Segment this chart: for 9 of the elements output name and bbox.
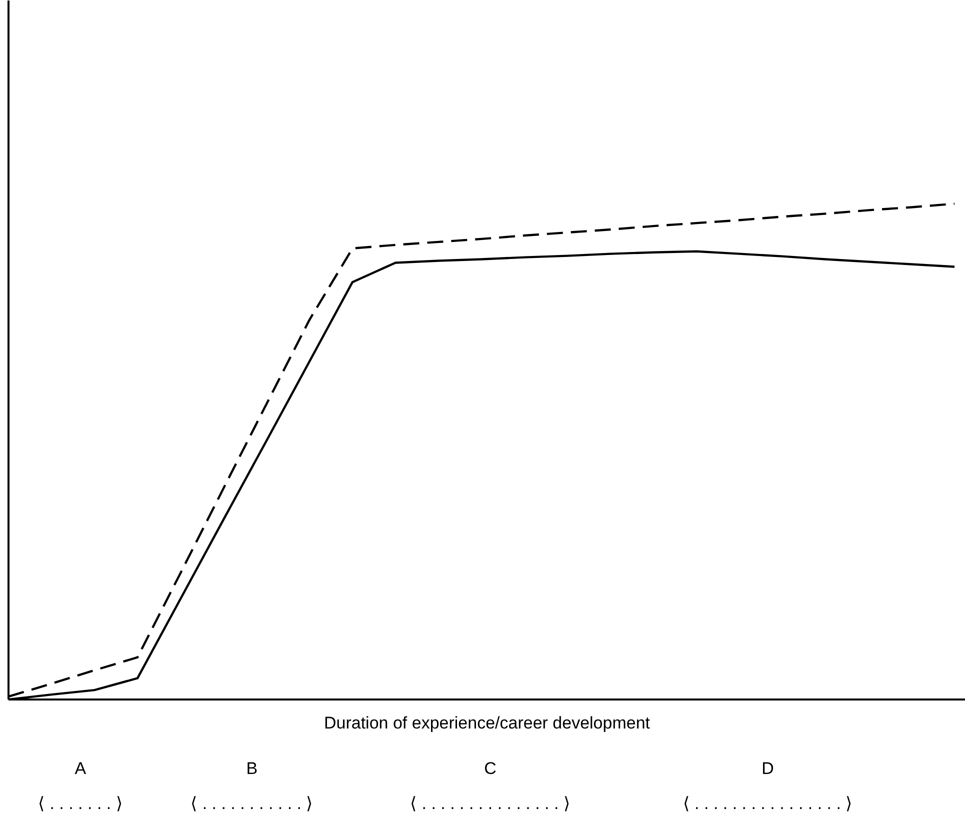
text: C bbox=[484, 759, 496, 778]
text: D bbox=[762, 759, 774, 778]
x-axis-title: Duration of experience/career development bbox=[324, 714, 650, 732]
text: ⟨ . . . . . . . . . . . . . . . ⟩ bbox=[410, 794, 570, 813]
text: B bbox=[246, 759, 258, 778]
text: ⟨ . . . . . . . . . . . . . . . . ⟩ bbox=[682, 794, 853, 813]
text: A bbox=[74, 759, 87, 778]
text: ⟨ . . . . . . . . . . . ⟩ bbox=[190, 794, 314, 813]
text: ⟨ . . . . . . . ⟩ bbox=[38, 794, 123, 813]
